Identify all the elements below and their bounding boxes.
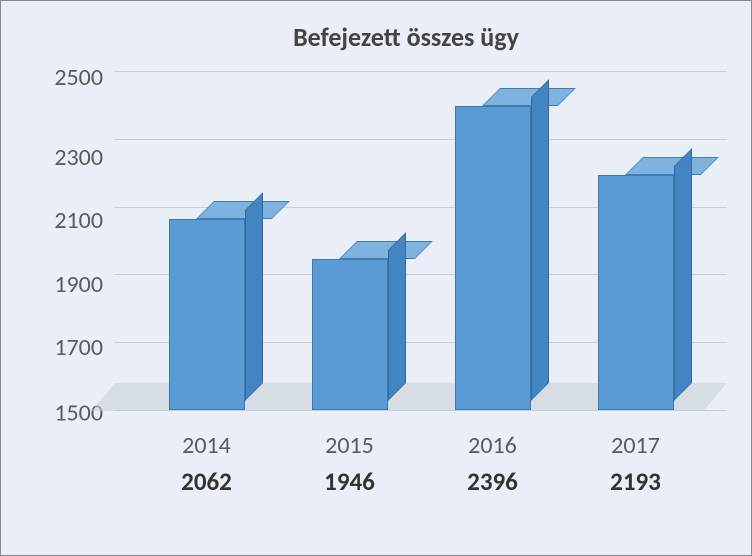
x-group: 2016 2396 — [421, 431, 564, 497]
x-group: 2015 1946 — [278, 431, 421, 497]
bar-slot — [564, 71, 707, 410]
x-value-label: 2193 — [564, 466, 707, 497]
bar-side — [245, 192, 263, 401]
bar-top — [625, 157, 719, 175]
bar-slot — [421, 71, 564, 410]
bars-group — [115, 71, 727, 410]
bar-front — [312, 259, 388, 410]
y-axis: 2500 2300 2100 1900 1700 1500 — [25, 71, 115, 411]
y-tick: 1700 — [54, 336, 103, 360]
y-tick: 2100 — [54, 209, 103, 233]
x-value-label: 2396 — [421, 466, 564, 497]
x-category-label: 2014 — [135, 431, 278, 460]
bar-2015 — [312, 259, 388, 410]
bar-2017 — [598, 175, 674, 410]
bar-front — [455, 106, 531, 410]
bar-front — [169, 219, 245, 410]
bar-side — [531, 79, 549, 401]
x-group: 2014 2062 — [135, 431, 278, 497]
y-tick: 2500 — [54, 66, 103, 90]
x-category-label: 2017 — [564, 431, 707, 460]
bar-top — [196, 201, 290, 219]
plot-wrapper: 2500 2300 2100 1900 1700 1500 — [25, 71, 727, 411]
x-group: 2017 2193 — [564, 431, 707, 497]
y-tick: 1900 — [54, 273, 103, 297]
bar-side — [674, 148, 692, 401]
x-category-label: 2016 — [421, 431, 564, 460]
x-value-label: 1946 — [278, 466, 421, 497]
x-axis: 2014 2062 2015 1946 2016 2396 2017 2193 — [115, 411, 727, 497]
chart-title: Befejezett összes ügy — [85, 21, 727, 53]
plot-area — [115, 71, 727, 411]
bar-slot — [135, 71, 278, 410]
bar-2014 — [169, 219, 245, 410]
chart-container: Befejezett összes ügy 2500 2300 2100 190… — [0, 0, 752, 556]
bar-side — [388, 232, 406, 401]
bar-top — [339, 241, 433, 259]
x-value-label: 2062 — [135, 466, 278, 497]
x-category-label: 2015 — [278, 431, 421, 460]
bar-front — [598, 175, 674, 410]
y-tick: 2300 — [54, 146, 103, 170]
bar-2016 — [455, 106, 531, 410]
bar-slot — [278, 71, 421, 410]
bar-top — [482, 88, 576, 106]
